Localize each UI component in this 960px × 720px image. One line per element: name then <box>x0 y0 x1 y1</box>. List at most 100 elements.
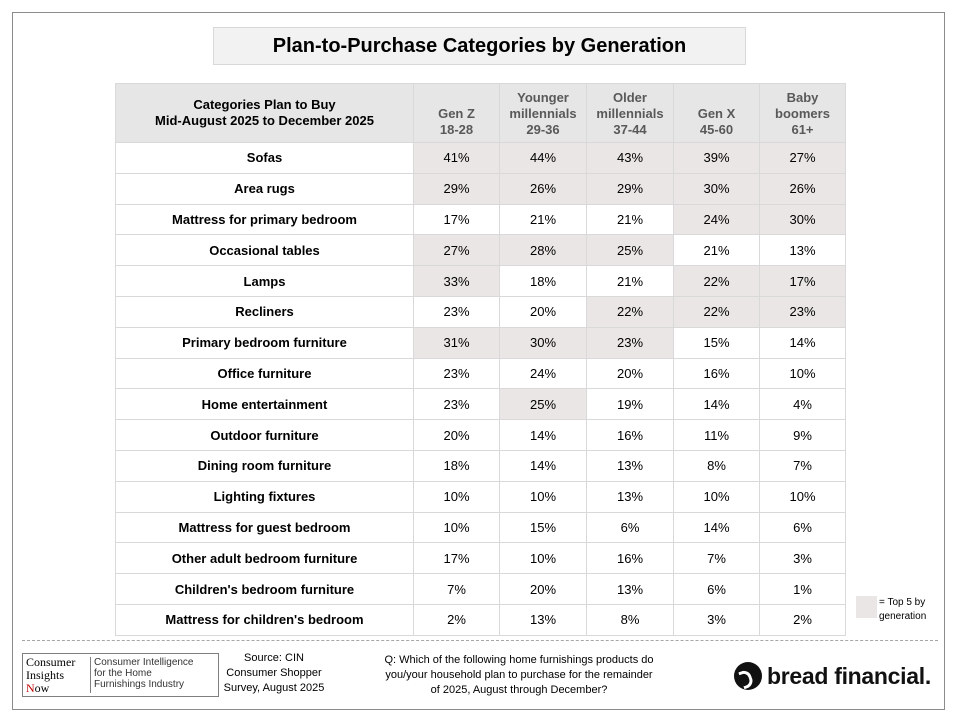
value-cell: 44% <box>499 142 587 174</box>
row-label: Occasional tables <box>115 234 414 267</box>
value-cell: 30% <box>499 326 587 359</box>
footer-divider <box>22 640 938 641</box>
row-label: Other adult bedroom furniture <box>115 542 414 575</box>
value-cell: 10% <box>499 480 587 513</box>
cin-logo-wordmark: Consumer Insights Now <box>23 654 88 696</box>
bread-financial-logo: bread financial. <box>734 662 931 690</box>
cin-logo-line: Now <box>26 682 88 695</box>
value-cell: 26% <box>759 172 846 205</box>
column-header: Older millennials 37-44 <box>586 83 674 143</box>
value-cell: 27% <box>759 142 846 174</box>
value-cell: 16% <box>586 542 674 575</box>
table-row: Sofas 41% 44% 43% 39% 27% <box>115 142 846 174</box>
row-label: Dining room furniture <box>115 449 414 482</box>
slide-frame <box>12 12 945 710</box>
value-cell: 3% <box>673 603 760 636</box>
value-cell: 10% <box>413 511 500 544</box>
value-cell: 20% <box>499 573 587 605</box>
value-cell: 13% <box>759 234 846 267</box>
bread-logo-text: bread financial. <box>767 662 931 689</box>
value-cell: 14% <box>499 449 587 482</box>
purchase-table: Categories Plan to Buy Mid-August 2025 t… <box>115 83 846 636</box>
row-label: Lighting fixtures <box>115 480 414 513</box>
value-cell: 25% <box>586 234 674 267</box>
table-row: Outdoor furniture 20% 14% 16% 11% 9% <box>115 419 846 451</box>
value-cell: 18% <box>499 265 587 297</box>
value-cell: 21% <box>586 203 674 236</box>
value-cell: 19% <box>586 388 674 421</box>
value-cell: 20% <box>586 357 674 390</box>
value-cell: 17% <box>759 265 846 297</box>
column-header-line: Younger <box>517 90 569 105</box>
column-header-line: millennials <box>596 106 664 121</box>
value-cell: 21% <box>499 203 587 236</box>
value-cell: 27% <box>413 234 500 267</box>
value-cell: 1% <box>759 573 846 605</box>
legend-swatch <box>856 596 877 618</box>
legend-line: generation <box>879 611 927 622</box>
table-row: Other adult bedroom furniture 17% 10% 16% 7%… <box>115 542 846 575</box>
header-category: Categories Plan to Buy Mid-August 2025 t… <box>115 83 414 143</box>
value-cell: 39% <box>673 142 760 174</box>
value-cell: 28% <box>499 234 587 267</box>
cin-logo: Consumer Insights Now Consumer Intellige… <box>22 653 219 697</box>
value-cell: 20% <box>499 295 587 328</box>
value-cell: 14% <box>499 419 587 451</box>
value-cell: 10% <box>499 542 587 575</box>
value-cell: 14% <box>759 326 846 359</box>
table-row: Home entertainment 23% 25% 19% 14% 4% <box>115 388 846 421</box>
cin-logo-tagline: Consumer Intelligence for the Home Furni… <box>90 657 218 693</box>
value-cell: 13% <box>586 449 674 482</box>
column-header: Younger millennials 29-36 <box>499 83 587 143</box>
value-cell: 14% <box>673 511 760 544</box>
table-row: Office furniture 23% 24% 20% 16% 10% <box>115 357 846 390</box>
value-cell: 29% <box>413 172 500 205</box>
table-row: Primary bedroom furniture 31% 30% 23% 15% 14% <box>115 326 846 359</box>
table-row: Lamps 33% 18% 21% 22% 17% <box>115 265 846 297</box>
value-cell: 8% <box>673 449 760 482</box>
value-cell: 17% <box>413 542 500 575</box>
column-header-line: 18-28 <box>439 122 474 137</box>
value-cell: 7% <box>759 449 846 482</box>
cin-logo-line: Consumer <box>26 655 76 669</box>
column-header: Baby boomers 61+ <box>759 83 846 143</box>
column-header: Gen Z 18-28 <box>413 83 500 143</box>
value-cell: 2% <box>759 603 846 636</box>
table-row: Occasional tables 27% 28% 25% 21% 13% <box>115 234 846 267</box>
column-header-line: 45-60 <box>699 122 734 137</box>
column-header-line: Gen X <box>697 106 736 121</box>
column-header-line: millennials <box>509 106 577 121</box>
column-header-line: Baby <box>786 90 819 105</box>
value-cell: 7% <box>673 542 760 575</box>
value-cell: 13% <box>586 573 674 605</box>
value-cell: 16% <box>586 419 674 451</box>
row-label: Mattress for guest bedroom <box>115 511 414 544</box>
header-category-line: Mid-August 2025 to December 2025 <box>155 113 374 128</box>
source-note: Source: CIN Consumer Shopper Survey, Aug… <box>212 651 336 696</box>
cin-logo-now-rest: ow <box>34 681 50 695</box>
column-header-line: 61+ <box>791 122 814 137</box>
value-cell: 23% <box>413 388 500 421</box>
table-row: Recliners 23% 20% 22% 22% 23% <box>115 295 846 328</box>
value-cell: 2% <box>413 603 500 636</box>
value-cell: 6% <box>586 511 674 544</box>
value-cell: 31% <box>413 326 500 359</box>
value-cell: 21% <box>586 265 674 297</box>
value-cell: 10% <box>759 480 846 513</box>
value-cell: 6% <box>759 511 846 544</box>
value-cell: 10% <box>759 357 846 390</box>
row-label: Recliners <box>115 295 414 328</box>
table-row: Lighting fixtures 10% 10% 13% 10% 10% <box>115 480 846 513</box>
value-cell: 43% <box>586 142 674 174</box>
header-category-line: Categories Plan to Buy <box>193 97 336 112</box>
value-cell: 21% <box>673 234 760 267</box>
column-header-line: 37-44 <box>613 122 647 137</box>
value-cell: 26% <box>499 172 587 205</box>
row-label: Children's bedroom furniture <box>115 573 414 605</box>
legend-text: = Top 5 by generation <box>879 596 926 624</box>
row-label: Sofas <box>115 142 414 174</box>
value-cell: 23% <box>586 326 674 359</box>
table-row: Area rugs 29% 26% 29% 30% 26% <box>115 172 846 205</box>
value-cell: 14% <box>673 388 760 421</box>
table-row: Mattress for primary bedroom 17% 21% 21% 24%… <box>115 203 846 236</box>
